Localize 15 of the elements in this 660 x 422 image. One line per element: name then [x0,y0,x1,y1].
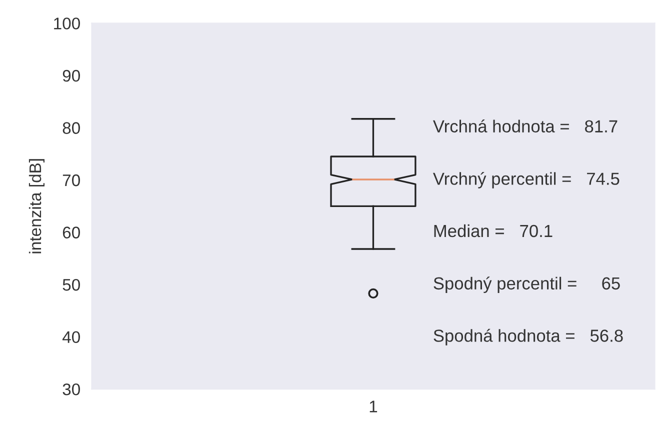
y-tick-label: 40 [62,331,80,344]
y-tick-label: 50 [62,278,80,291]
annotation: Median = 70.1 [434,224,552,238]
y-tick-label: 100 [54,18,80,30]
y-tick-label: 60 [62,226,80,238]
y-tick-label: 90 [62,70,80,82]
y-tick-label: 80 [62,122,80,134]
y-tick-label: 30 [62,383,80,396]
y-tick-label: 70 [62,174,80,186]
annotation: Vrchný percentil = 74.5 [432,172,620,188]
y-axis-title: intenzita [dB] [28,159,44,254]
annotation: Spodný percentil = 65 [434,276,620,294]
annotation: Vrchná hodnota = 81.7 [432,120,618,133]
x-tick-label: 1 [370,400,378,412]
annotation: Spodná hodnota = 56.8 [434,328,623,346]
